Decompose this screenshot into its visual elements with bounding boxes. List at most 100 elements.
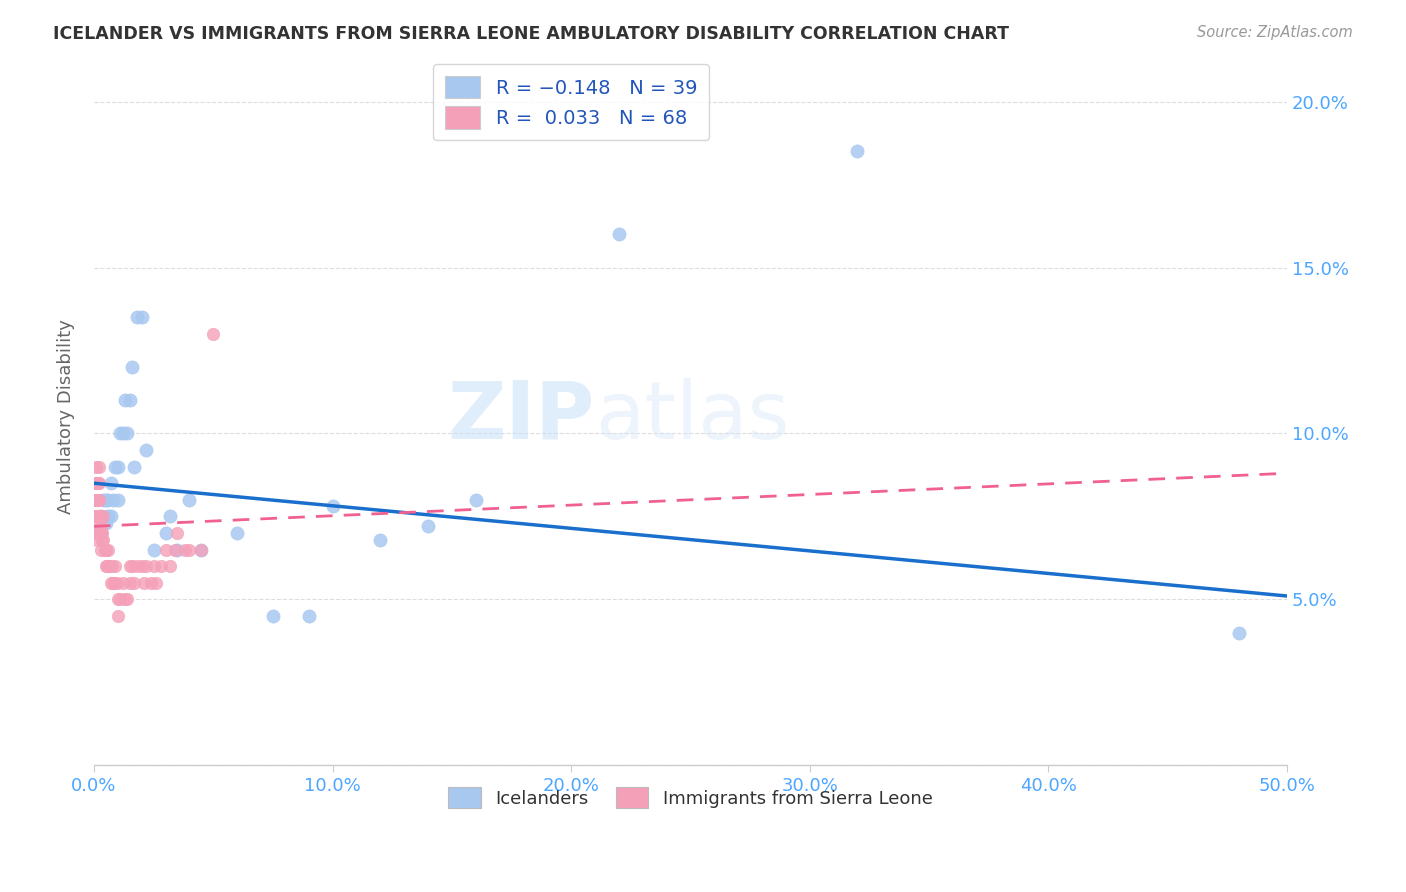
Point — [149, 559, 172, 574]
Point — [135, 559, 157, 574]
Point — [155, 542, 177, 557]
Point — [86, 519, 108, 533]
Point — [86, 509, 108, 524]
Point — [84, 492, 107, 507]
Point — [98, 559, 121, 574]
Point — [190, 542, 212, 557]
Text: Source: ZipAtlas.com: Source: ZipAtlas.com — [1197, 25, 1353, 40]
Point — [97, 492, 120, 507]
Point — [104, 459, 127, 474]
Point — [173, 542, 195, 557]
Point — [159, 509, 181, 524]
Point — [86, 509, 108, 524]
Point — [91, 526, 114, 541]
Point — [142, 559, 165, 574]
Point — [131, 310, 153, 325]
Point — [125, 559, 148, 574]
Point — [96, 559, 118, 574]
Point — [86, 492, 108, 507]
Point — [104, 559, 127, 574]
Point — [1227, 625, 1250, 640]
Point — [846, 145, 869, 159]
Point — [93, 542, 115, 557]
Point — [86, 526, 108, 541]
Point — [84, 509, 107, 524]
Point — [84, 476, 107, 491]
Point — [114, 393, 136, 408]
Point — [108, 426, 131, 441]
Point — [89, 509, 111, 524]
Point — [125, 310, 148, 325]
Point — [142, 542, 165, 557]
Point — [94, 542, 117, 557]
Point — [94, 559, 117, 574]
Point — [145, 575, 167, 590]
Point — [103, 575, 125, 590]
Legend: Icelanders, Immigrants from Sierra Leone: Icelanders, Immigrants from Sierra Leone — [441, 780, 939, 815]
Point — [100, 509, 122, 524]
Point — [87, 492, 110, 507]
Point — [97, 509, 120, 524]
Point — [124, 575, 146, 590]
Point — [87, 459, 110, 474]
Point — [121, 559, 143, 574]
Point — [107, 492, 129, 507]
Point — [159, 559, 181, 574]
Point — [87, 526, 110, 541]
Point — [90, 509, 112, 524]
Point — [105, 575, 128, 590]
Point — [118, 575, 141, 590]
Point — [101, 559, 124, 574]
Text: ZIP: ZIP — [447, 378, 595, 456]
Point — [368, 533, 391, 547]
Point — [118, 393, 141, 408]
Point — [165, 542, 187, 557]
Point — [179, 542, 201, 557]
Point — [135, 443, 157, 458]
Point — [416, 519, 439, 533]
Point — [124, 459, 146, 474]
Point — [114, 592, 136, 607]
Point — [107, 592, 129, 607]
Point — [108, 592, 131, 607]
Point — [87, 509, 110, 524]
Point — [166, 526, 188, 541]
Point — [132, 575, 155, 590]
Point — [90, 526, 112, 541]
Point — [101, 575, 124, 590]
Point — [131, 559, 153, 574]
Point — [90, 526, 112, 541]
Point — [100, 575, 122, 590]
Point — [111, 426, 134, 441]
Point — [298, 608, 321, 623]
Point — [121, 360, 143, 375]
Point — [190, 542, 212, 557]
Text: atlas: atlas — [595, 378, 789, 456]
Point — [118, 559, 141, 574]
Point — [101, 492, 124, 507]
Point — [117, 592, 139, 607]
Point — [97, 559, 120, 574]
Point — [93, 509, 115, 524]
Point — [94, 516, 117, 530]
Point — [86, 533, 108, 547]
Point — [117, 426, 139, 441]
Point — [107, 459, 129, 474]
Point — [86, 492, 108, 507]
Point — [97, 542, 120, 557]
Point — [226, 526, 249, 541]
Point — [90, 519, 112, 533]
Point — [141, 575, 163, 590]
Point — [202, 326, 225, 341]
Point — [90, 533, 112, 547]
Text: ICELANDER VS IMMIGRANTS FROM SIERRA LEONE AMBULATORY DISABILITY CORRELATION CHAR: ICELANDER VS IMMIGRANTS FROM SIERRA LEON… — [53, 25, 1010, 43]
Point — [90, 542, 112, 557]
Point — [179, 492, 201, 507]
Point — [322, 500, 344, 514]
Point — [86, 476, 108, 491]
Point — [607, 227, 630, 242]
Point — [155, 526, 177, 541]
Point — [84, 492, 107, 507]
Point — [86, 509, 108, 524]
Point — [111, 575, 134, 590]
